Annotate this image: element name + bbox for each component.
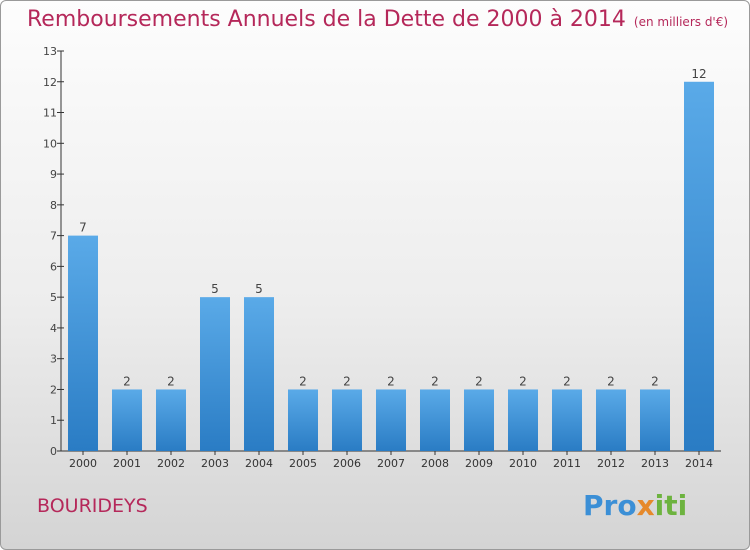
x-tick-label: 2013	[641, 457, 669, 470]
chart-title-text: Remboursements Annuels de la Dette de 20…	[27, 7, 626, 32]
bars	[68, 81, 714, 452]
proxiti-logo: Proxiti	[583, 489, 687, 522]
bar-2010	[508, 389, 538, 451]
bar-value-label: 2	[167, 374, 175, 388]
y-tick-label: 1	[50, 414, 57, 427]
bar-value-label: 2	[299, 374, 307, 388]
x-tick-label: 2002	[157, 457, 185, 470]
bar-value-label: 2	[343, 374, 351, 388]
x-tick-label: 2000	[69, 457, 97, 470]
logo-part-x: x	[636, 489, 655, 522]
bar-2007	[376, 389, 406, 451]
y-tick-label: 10	[43, 137, 57, 150]
y-tick-label: 13	[43, 45, 57, 58]
x-tick-label: 2014	[685, 457, 713, 470]
x-tick-label: 2009	[465, 457, 493, 470]
x-tick-label: 2012	[597, 457, 625, 470]
logo-part-pro: Pro	[583, 489, 637, 522]
bar-2004	[244, 297, 274, 451]
x-tick-label: 2004	[245, 457, 273, 470]
bar-value-label: 2	[651, 374, 659, 388]
y-tick-label: 5	[50, 291, 57, 304]
bar-2012	[596, 389, 626, 451]
bar-value-label: 2	[475, 374, 483, 388]
x-tick-label: 2008	[421, 457, 449, 470]
bar-2009	[464, 389, 494, 451]
bar-value-label: 7	[79, 221, 87, 235]
bar-2000	[68, 235, 98, 451]
bar-value-label: 5	[211, 282, 219, 296]
bar-value-label: 2	[123, 374, 131, 388]
y-tick-label: 6	[50, 260, 57, 273]
bar-2011	[552, 389, 582, 451]
y-tick-label: 12	[43, 76, 57, 89]
chart-unit-note: (en milliers d'€)	[633, 15, 729, 29]
x-tick-label: 2007	[377, 457, 405, 470]
x-tick-label: 2006	[333, 457, 361, 470]
bar-value-label: 2	[387, 374, 395, 388]
y-tick-label: 8	[50, 199, 57, 212]
bar-value-label: 2	[519, 374, 527, 388]
bar-value-label: 2	[607, 374, 615, 388]
x-tick-label: 2005	[289, 457, 317, 470]
y-tick-label: 11	[43, 107, 57, 120]
y-tick-label: 9	[50, 168, 57, 181]
bar-2008	[420, 389, 450, 451]
town-name: BOURIDEYS	[37, 495, 148, 517]
bar-value-label: 2	[563, 374, 571, 388]
y-tick-label: 7	[50, 230, 57, 243]
bar-2002	[156, 389, 186, 451]
x-tick-label: 2001	[113, 457, 141, 470]
bar-2001	[112, 389, 142, 451]
bar-2014	[684, 81, 714, 452]
bar-value-label: 5	[255, 282, 263, 296]
bar-2005	[288, 389, 318, 451]
bar-value-label: 12	[691, 67, 706, 81]
y-tick-label: 3	[50, 353, 57, 366]
bar-2006	[332, 389, 362, 451]
bar-value-label: 2	[431, 374, 439, 388]
x-tick-label: 2003	[201, 457, 229, 470]
y-tick-label: 4	[50, 322, 57, 335]
labels: 7 2000 2 2001 2 2002 5 2003 5 2004 2 2005 2 2006 2 2007…	[69, 67, 713, 470]
chart-title: Remboursements Annuels de la Dette de 20…	[27, 7, 728, 32]
y-tick-label: 0	[50, 445, 57, 458]
y-tick-label: 2	[50, 383, 57, 396]
x-tick-label: 2011	[553, 457, 581, 470]
x-tick-label: 2010	[509, 457, 537, 470]
bar-2013	[640, 389, 670, 451]
logo-part-iti: iti	[654, 489, 688, 522]
bar-2003	[200, 297, 230, 451]
